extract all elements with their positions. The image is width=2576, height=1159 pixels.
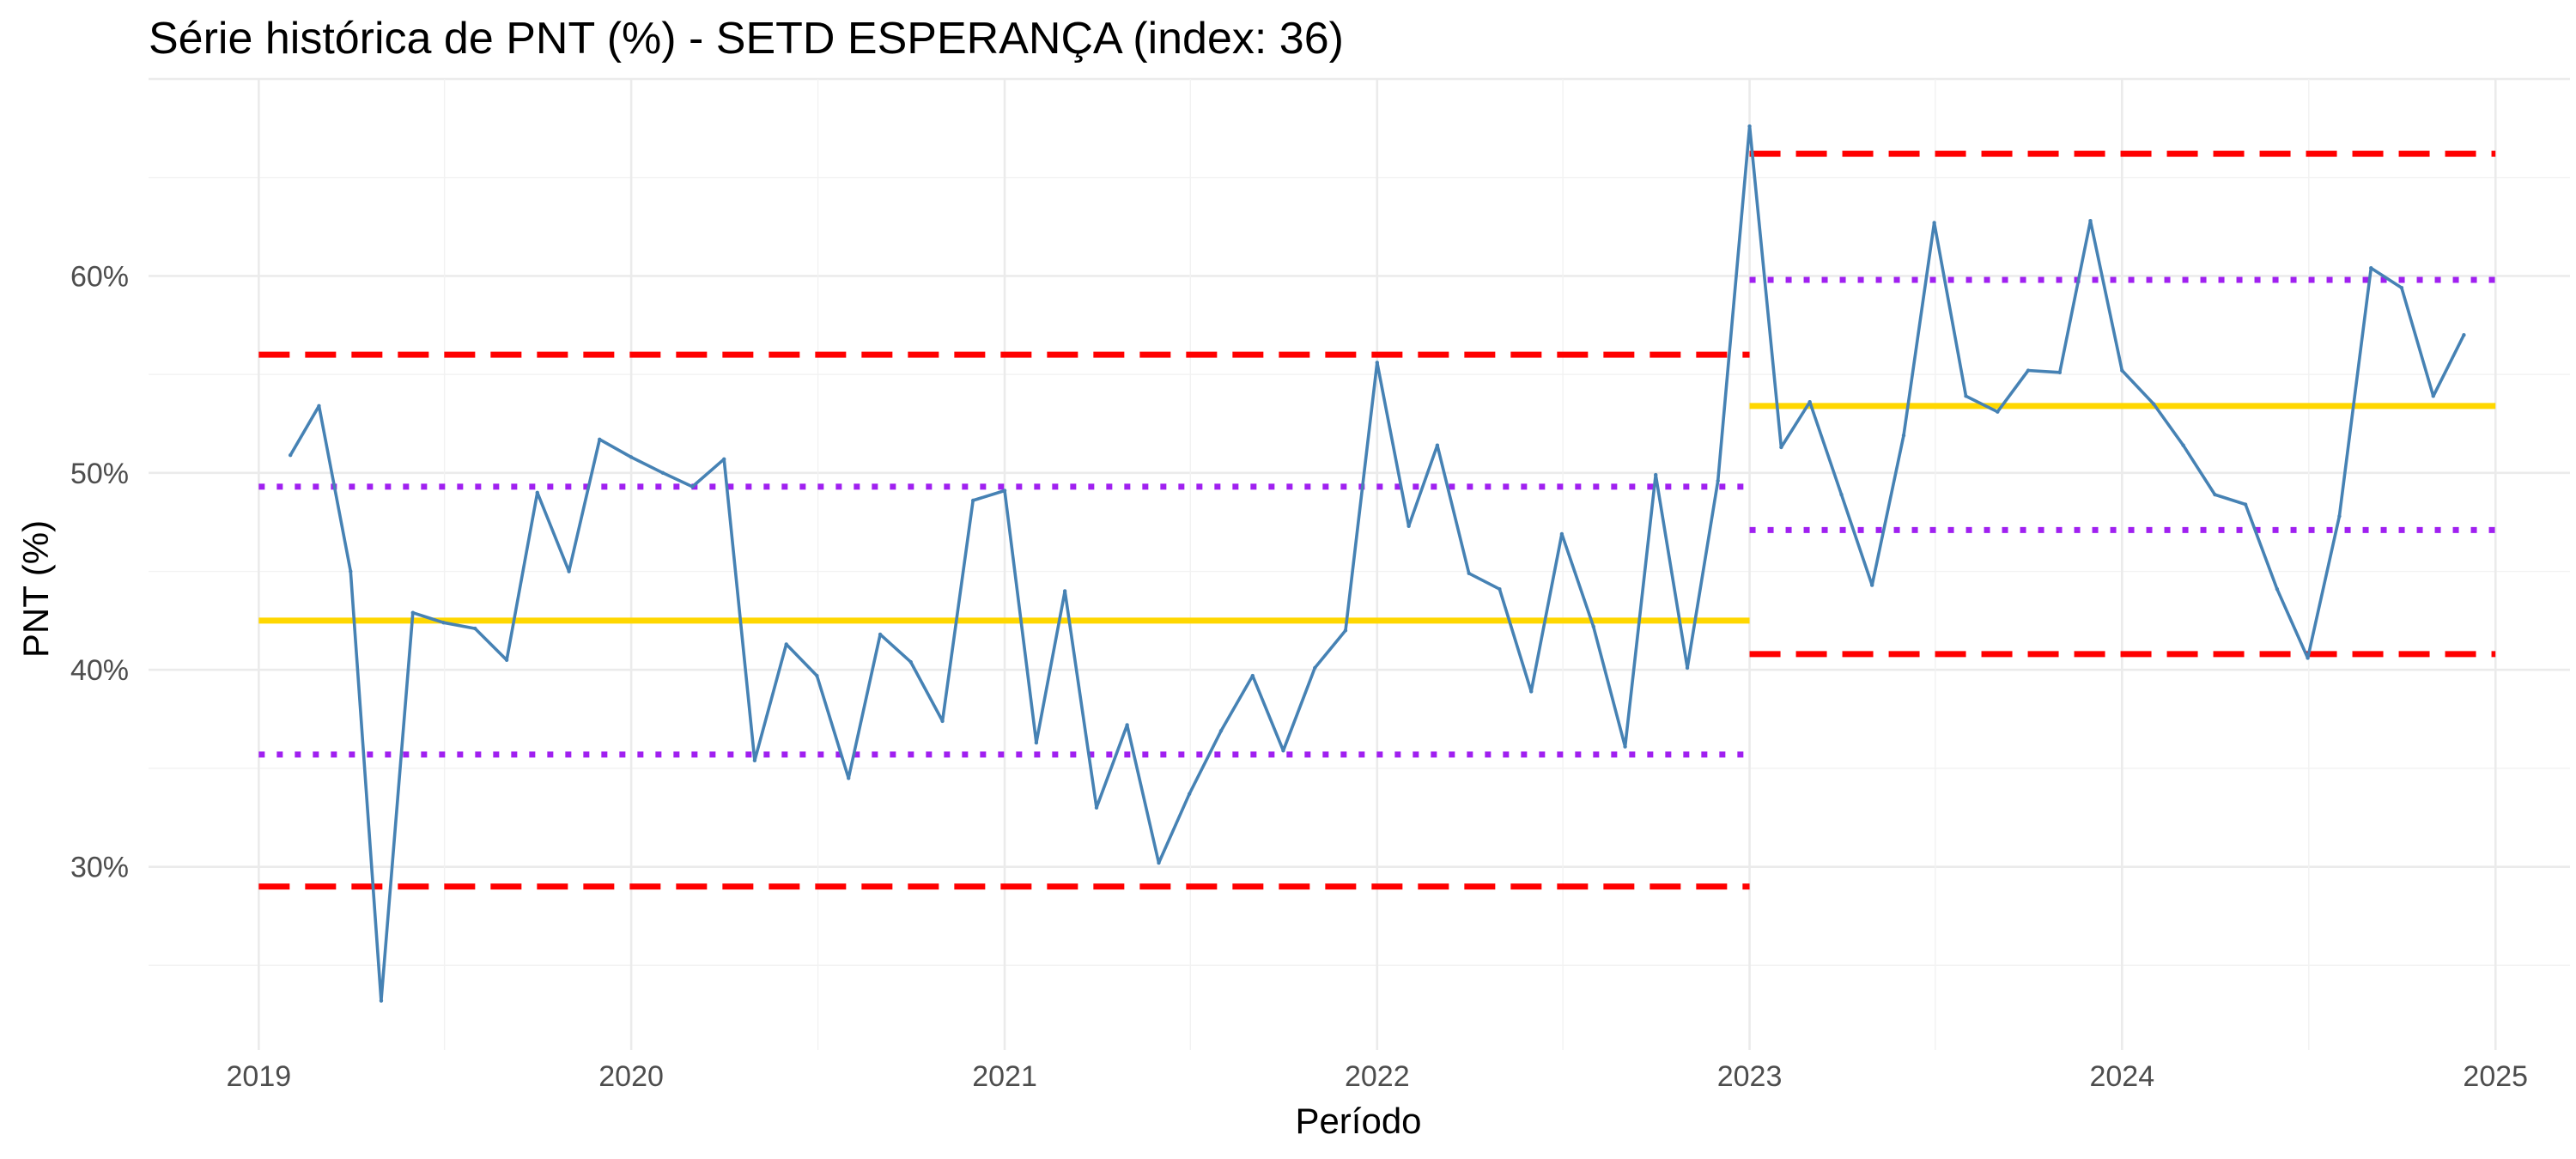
pnt-data-point <box>473 626 477 631</box>
x-tick-label: 2023 <box>1717 1060 1783 1093</box>
pnt-data-point <box>847 776 851 780</box>
pnt-data-point <box>2026 368 2031 373</box>
y-axis: 30% 40% 50% 60% <box>70 260 129 883</box>
pnt-data-point <box>1281 749 1285 753</box>
chart-title: Série histórica de PNT (%) - SETD ESPERA… <box>149 14 1344 64</box>
y-tick-label: 50% <box>70 458 129 490</box>
pnt-data-point <box>1313 665 1317 671</box>
pnt-data-point <box>1869 583 1874 587</box>
pnt-data-point <box>690 484 695 489</box>
pnt-data-point <box>441 620 446 625</box>
pnt-data-point <box>1716 478 1720 483</box>
pnt-data-point <box>349 569 353 573</box>
pnt-data-point <box>1779 445 1783 450</box>
pnt-data-point <box>1034 740 1039 745</box>
pnt-data-point <box>1406 524 1411 528</box>
pnt-data-point <box>1559 531 1564 537</box>
pnt-data-point <box>1157 860 1161 865</box>
x-tick-label: 2021 <box>972 1060 1037 1093</box>
pnt-data-point <box>752 758 757 762</box>
pnt-data-point <box>379 998 384 1003</box>
pnt-data-point <box>1343 628 1348 633</box>
pnt-data-point <box>660 470 665 476</box>
pnt-data-point <box>1125 723 1129 727</box>
pnt-data-point <box>1498 586 1502 592</box>
y-tick-label: 60% <box>70 260 129 293</box>
x-axis-title: Período <box>1295 1101 1421 1141</box>
pnt-data-point <box>2213 492 2217 497</box>
pnt-data-point <box>2181 443 2185 447</box>
x-axis: 2019 2020 2021 2022 2023 2024 2025 <box>227 1060 2529 1093</box>
pnt-data-point <box>1685 665 1690 671</box>
pnt-data-point <box>2399 285 2404 290</box>
pnt-data-point <box>2057 370 2063 375</box>
pnt-data-point <box>815 673 819 678</box>
pnt-data-point <box>2243 502 2248 507</box>
x-tick-label: 2020 <box>598 1060 664 1093</box>
y-tick-label: 40% <box>70 654 129 687</box>
pnt-data-point <box>1002 488 1007 493</box>
grid <box>149 77 2570 1050</box>
y-axis-title: PNT (%) <box>15 520 56 658</box>
pnt-data-point <box>2120 368 2124 373</box>
pnt-data-point <box>1094 805 1099 810</box>
pnt-data-point <box>1435 443 1440 447</box>
pnt-data-point <box>2369 266 2373 270</box>
x-tick-label: 2024 <box>2089 1060 2154 1093</box>
pnt-data-point <box>629 455 634 459</box>
pnt-data-point <box>504 658 509 662</box>
pnt-data-point <box>908 659 913 664</box>
pnt-data-point <box>535 490 539 495</box>
pnt-data-point <box>1901 434 1906 438</box>
pnt-data-point <box>1623 744 1627 749</box>
pnt-data-point <box>722 457 726 461</box>
pnt-data-point <box>2462 333 2466 337</box>
pnt-data-point <box>1529 689 1534 694</box>
y-tick-label: 30% <box>70 852 129 884</box>
pnt-data-point <box>878 632 883 637</box>
control-lines <box>258 150 2496 890</box>
x-tick-label: 2019 <box>227 1060 292 1093</box>
pnt-data-point <box>1218 729 1224 733</box>
pnt-data-point <box>1591 624 1595 628</box>
x-tick-label: 2025 <box>2463 1060 2528 1093</box>
pnt-data-point <box>2306 656 2310 660</box>
pnt-data-point <box>1839 492 1844 497</box>
pnt-data-point <box>1062 589 1067 593</box>
pnt-data-point <box>1467 571 1471 576</box>
pnt-data-point <box>940 719 945 724</box>
pnt-data-point <box>1250 673 1255 678</box>
pnt-data-point <box>971 498 975 503</box>
pnt-data-point <box>2275 586 2280 592</box>
pnt-data-point <box>410 610 415 615</box>
x-tick-label: 2022 <box>1345 1060 1410 1093</box>
pnt-data-point <box>317 404 321 409</box>
pnt-data-point <box>784 642 788 646</box>
pnt-data-point <box>567 569 571 573</box>
pnt-data-point <box>1996 410 2000 414</box>
pnt-data-point <box>1747 124 1752 129</box>
pnt-data-point <box>2431 394 2435 398</box>
pnt-data-point <box>1807 400 1812 404</box>
pnt-data-point <box>2151 402 2156 406</box>
pnt-data-point <box>1932 221 1936 225</box>
pnt-data-point <box>1187 792 1192 796</box>
pnt-data-point <box>1654 472 1658 477</box>
pnt-data-point <box>1964 394 1968 398</box>
pnt-data-point <box>2088 218 2093 223</box>
series <box>288 124 2466 1003</box>
pnt-data-point <box>2337 514 2342 519</box>
pnt-data-point <box>1375 361 1379 365</box>
pnt-data-point <box>598 437 602 442</box>
pnt-data-point <box>288 452 293 458</box>
